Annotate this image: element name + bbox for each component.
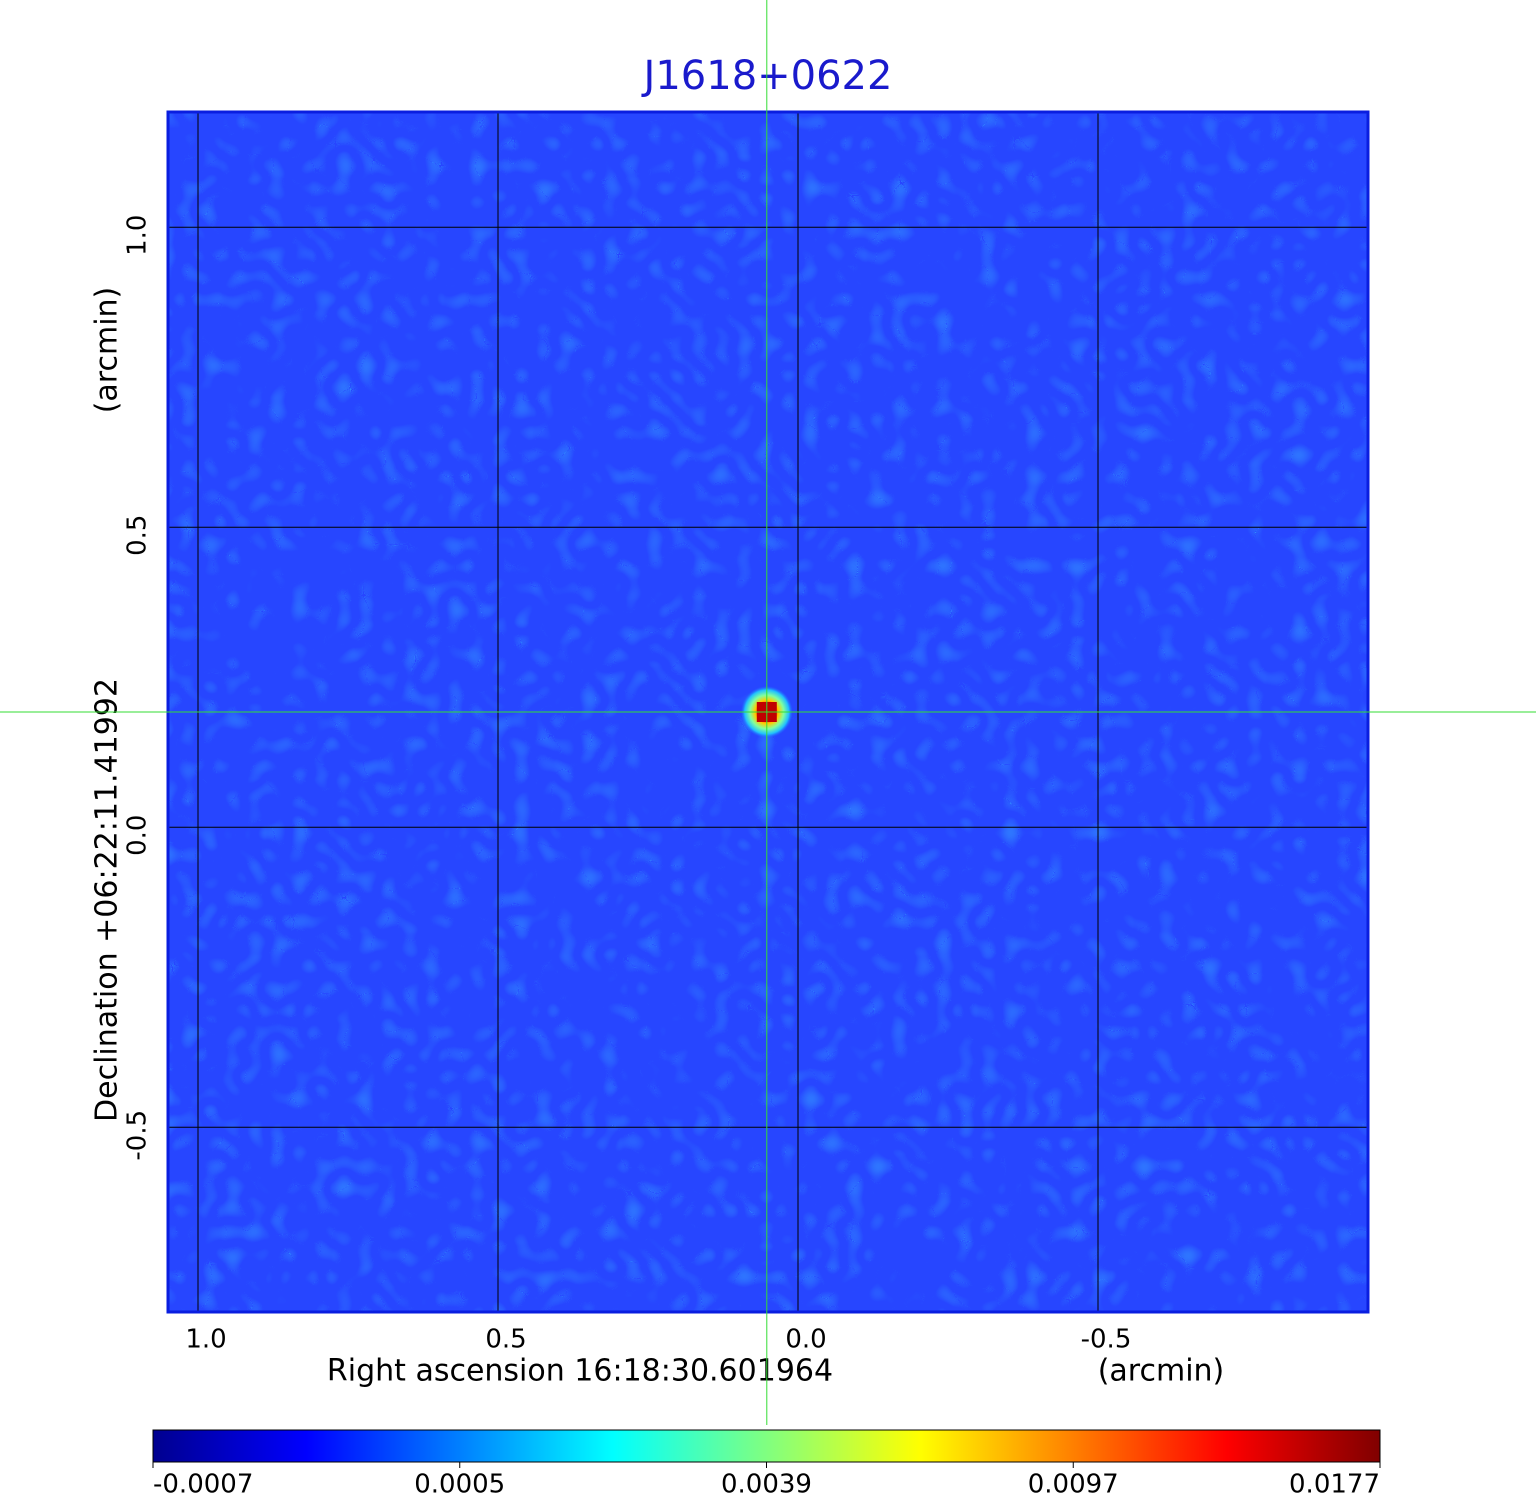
y-tick-label: 1.0: [123, 215, 153, 256]
colorbar-tick-label: -0.0007: [153, 1470, 253, 1500]
y-axis-label: Declination +06:22:11.41992: [90, 678, 125, 1122]
x-tick-label: 0.5: [485, 1325, 526, 1355]
x-tick-label: 1.0: [185, 1325, 226, 1355]
y-tick-label: -0.5: [123, 1110, 153, 1161]
y-tick-label: 0.5: [123, 515, 153, 556]
colorbar-tick-label: 0.0005: [414, 1470, 505, 1500]
colorbar-tick-label: 0.0177: [1289, 1470, 1380, 1500]
x-axis-label: Right ascension 16:18:30.601964: [327, 1354, 833, 1389]
colorbar-tick-label: 0.0097: [1028, 1470, 1119, 1500]
colorbar-tick-label: 0.0039: [721, 1470, 812, 1500]
colorbar: [152, 1429, 1381, 1463]
x-axis-unit: (arcmin): [1098, 1354, 1225, 1389]
x-tick-label: 0.0: [785, 1325, 826, 1355]
y-tick-label: 0.0: [123, 815, 153, 856]
x-tick-label: -0.5: [1081, 1325, 1132, 1355]
y-axis-unit: (arcmin): [90, 287, 125, 414]
